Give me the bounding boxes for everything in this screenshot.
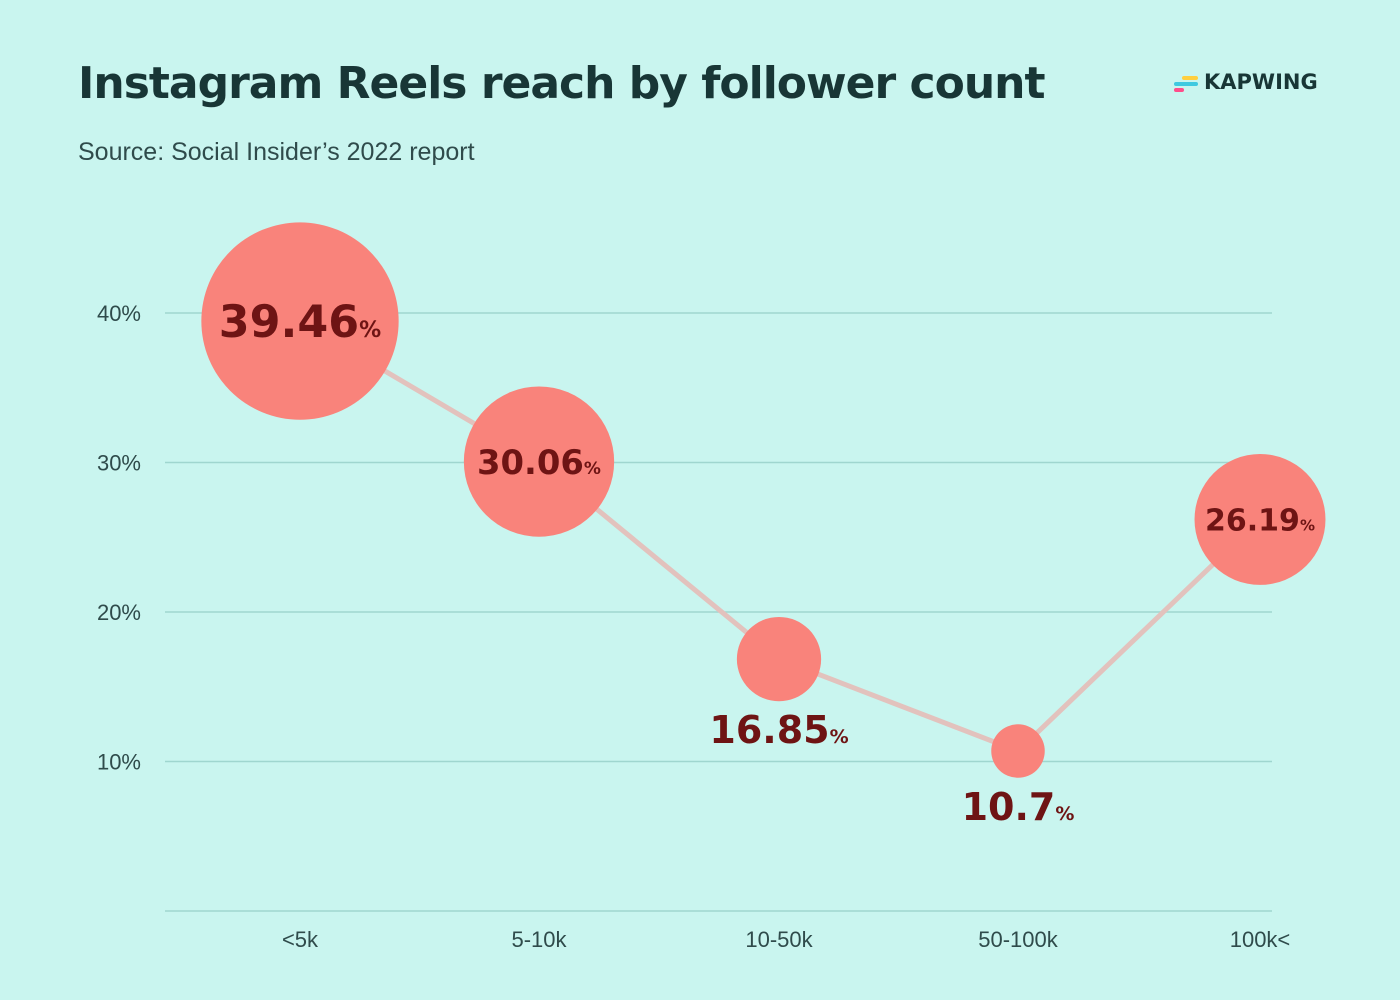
data-bubble [201, 222, 399, 420]
data-bubble [736, 616, 822, 702]
y-tick-label: 10% [97, 750, 141, 775]
chart-title: Instagram Reels reach by follower count [78, 58, 1046, 109]
y-tick-label: 30% [97, 451, 141, 476]
x-tick-label: 100k< [1230, 927, 1291, 952]
x-tick-label: <5k [282, 927, 319, 952]
kapwing-logo-icon [1174, 76, 1200, 94]
data-bubble [1194, 453, 1326, 585]
y-tick-label: 20% [97, 600, 141, 625]
y-tick-label: 40% [97, 301, 141, 326]
x-tick-label: 10-50k [745, 927, 813, 952]
data-label: 10.7% [962, 785, 1075, 829]
kapwing-logo-text: KAPWING [1204, 70, 1318, 94]
kapwing-logo: KAPWING [1174, 70, 1334, 100]
data-label: 26.19% [1205, 503, 1315, 538]
chart-subtitle: Source: Social Insider’s 2022 report [78, 138, 475, 166]
x-tick-label: 50-100k [978, 927, 1059, 952]
data-label: 30.06% [477, 443, 601, 482]
data-labels: 39.46% 30.06% 16.85% 10.7% 26.19% [219, 297, 1315, 829]
x-tick-label: 5-10k [511, 927, 567, 952]
data-bubble [991, 724, 1045, 778]
data-bubble [463, 386, 615, 537]
data-label: 16.85% [709, 708, 848, 752]
y-axis-ticks: 10% 20% 30% 40% [97, 301, 141, 775]
x-axis-ticks: <5k 5-10k 10-50k 50-100k 100k< [282, 927, 1290, 952]
bubbles [201, 222, 1326, 778]
data-label: 39.46% [219, 297, 381, 348]
